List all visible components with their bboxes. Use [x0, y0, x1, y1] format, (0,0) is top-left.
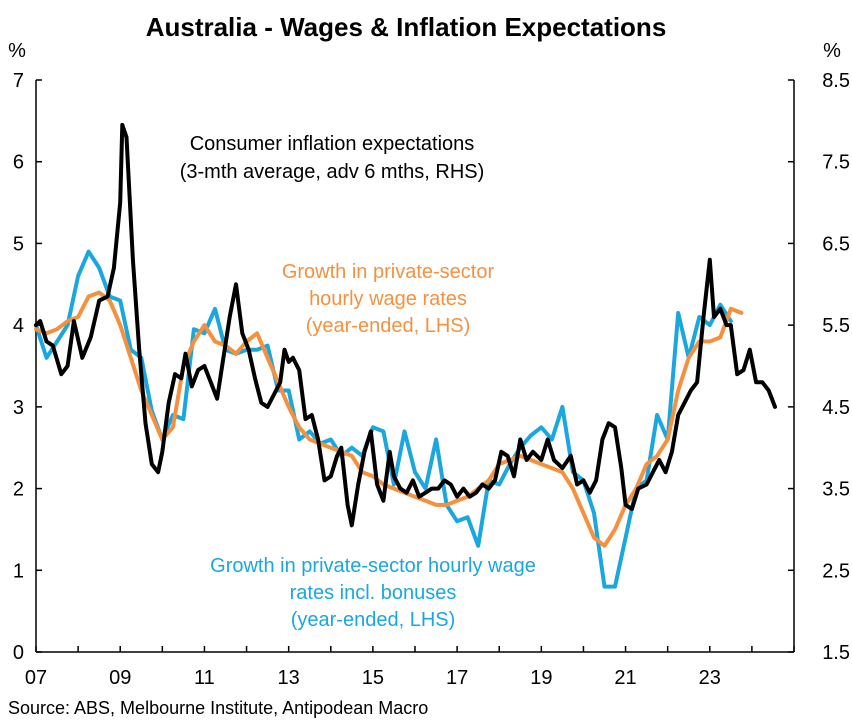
- left-tick-label: 3: [13, 397, 24, 419]
- left-tick-group: 0 1 2 3 4 5 6 7: [13, 70, 42, 664]
- wage-bonuses-label-line1: Growth in private-sector hourly wage: [210, 555, 536, 577]
- right-tick-label: 8.5: [822, 70, 850, 92]
- right-tick-label: 2.5: [822, 560, 850, 582]
- right-tick-label: 4.5: [822, 397, 850, 419]
- left-tick-label: 6: [13, 152, 24, 174]
- x-tick-label: 07: [25, 667, 47, 689]
- wage-rates-label-line1: Growth in private-sector: [282, 261, 495, 283]
- series-inflation-expectations: [34, 122, 777, 528]
- series-wage-rates: [34, 290, 744, 548]
- right-tick-label: 7.5: [822, 152, 850, 174]
- x-tick-label: 15: [362, 667, 384, 689]
- left-tick-label: 4: [13, 315, 24, 337]
- inflation-expectations-label-line2: (3-mth average, adv 6 mths, RHS): [180, 161, 485, 183]
- x-tick-label: 11: [194, 667, 215, 689]
- left-tick-label: 5: [13, 233, 24, 255]
- annotation-wage-rates: Growth in private-sector hourly wage rat…: [282, 261, 495, 337]
- right-tick-label: 3.5: [822, 479, 850, 501]
- left-tick-label: 7: [13, 70, 24, 92]
- x-tick-label: 23: [699, 667, 721, 689]
- chart-title: Australia - Wages & Inflation Expectatio…: [146, 12, 667, 42]
- right-tick-label: 1.5: [822, 642, 850, 664]
- wage-rates-label-line3: (year-ended, LHS): [306, 315, 471, 337]
- right-tick-label: 6.5: [822, 233, 850, 255]
- x-tick-label: 21: [614, 667, 636, 689]
- wage-rates-label-line2: hourly wage rates: [309, 288, 467, 310]
- annotation-inflation-expectations: Consumer inflation expectations (3-mth a…: [180, 133, 485, 183]
- wage-bonuses-label-line3: (year-ended, LHS): [291, 609, 456, 631]
- left-tick-label: 2: [13, 479, 24, 501]
- source-note: Source: ABS, Melbourne Institute, Antipo…: [8, 698, 428, 718]
- right-axis-unit: %: [823, 40, 841, 62]
- left-axis-unit: %: [8, 40, 26, 62]
- left-tick-label: 0: [13, 642, 24, 664]
- x-tick-label: 09: [109, 667, 131, 689]
- right-tick-label: 5.5: [822, 315, 850, 337]
- x-tick-label: 17: [446, 667, 468, 689]
- series-group: [34, 122, 777, 589]
- right-tick-group: 1.5 2.5 3.5 4.5 5.5 6.5 7.5 8.5: [788, 70, 850, 664]
- left-tick-label: 1: [13, 560, 24, 582]
- x-tick-group: 07 09 11 13 15 17 19 21 23: [25, 646, 795, 689]
- x-tick-label: 19: [530, 667, 552, 689]
- annotation-wage-rates-bonuses: Growth in private-sector hourly wage rat…: [210, 555, 536, 631]
- inflation-expectations-label-line1: Consumer inflation expectations: [190, 133, 475, 155]
- x-tick-label: 13: [278, 667, 300, 689]
- wage-bonuses-label-line2: rates incl. bonuses: [290, 582, 457, 604]
